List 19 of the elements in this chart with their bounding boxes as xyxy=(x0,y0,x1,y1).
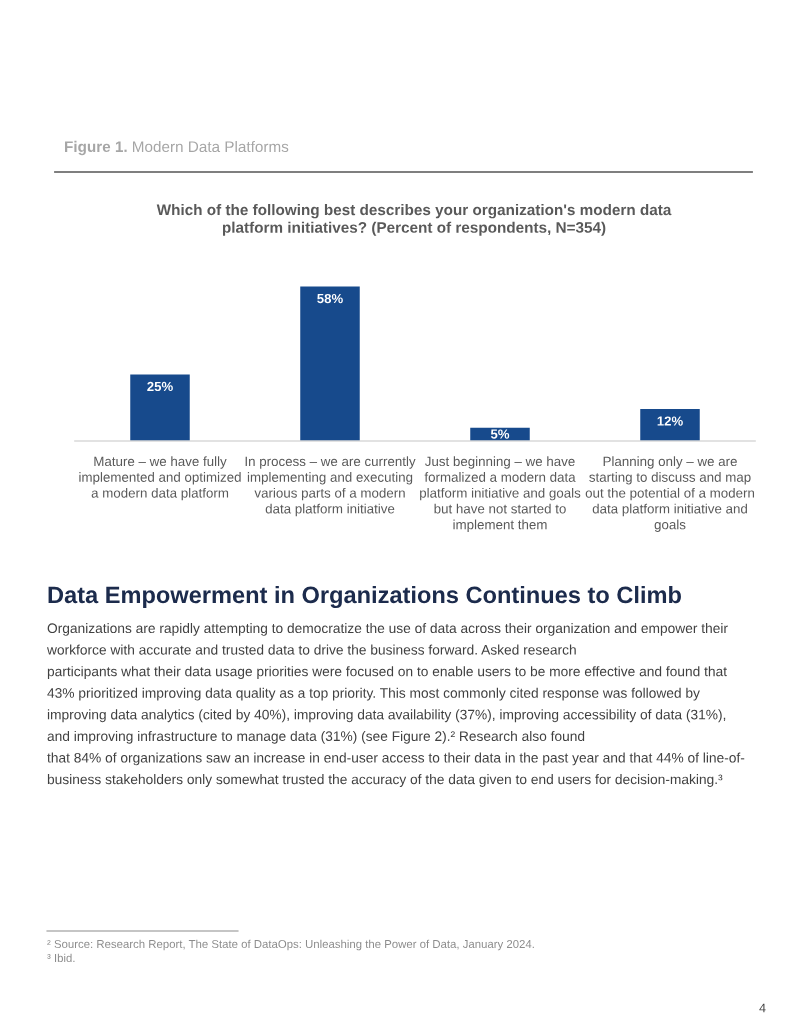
data-label: 5% xyxy=(490,429,510,439)
data-label: 25% xyxy=(147,381,173,392)
x-tick-label: Mature – we have fully implemented and optimized a modern data platform xyxy=(79,456,241,501)
data-label: 58% xyxy=(317,293,343,304)
text: Organizations are rapidly attempting to democratize the use of data across their organization and empower their workforce with accurate and trusted data to drive the business forward. Asked research participants what their data usage priorities were focused on to enable users to be more effective and found that 43% prioritized improving data quality as a top priority. This most commonly cited response was followed by improving data analytics (cited by 40%), improving data availability (37%), improving accessibility of data (31%), and improving infrastructure to manage data (31%) (see Figure 2).² Research also found that 84% of organizations saw an increase in end-user access to their data in the past year and that 44% of line-of- business stakeholders only somewhat trusted the accuracy of the data given to end users for decision-making.³ xyxy=(46,623,745,787)
text: 4 xyxy=(759,1003,766,1013)
bar xyxy=(640,409,700,441)
chart-title: Which of the following best describes your organization's modern data platform initiatives? (Percent of respondents, N=354) xyxy=(156,204,672,236)
x-tick-label: Planning only – we are starting to discuss and map out the potential of a modern data platform initiative and goals xyxy=(585,456,755,532)
text: ³ Ibid. xyxy=(47,953,75,963)
bar xyxy=(130,374,190,441)
data-label: 12% xyxy=(657,416,683,426)
text: Data Empowerment in Organizations Continues to Climb xyxy=(48,585,681,609)
x-tick-label: In process – we are currently implementing and executing various parts of a modern data platform initiative xyxy=(245,456,416,517)
bar xyxy=(300,286,360,441)
x-tick-label: Just beginning – we have formalized a modern data platform initiative and goals but have not started to implement them xyxy=(420,456,581,532)
caption: Figure 1. xyxy=(65,140,127,156)
text: Modern Data Platforms xyxy=(133,140,289,153)
text: ² Source: Research Report, The State of DataOps: Unleashing the Power of Data, January 2024. xyxy=(47,939,534,951)
